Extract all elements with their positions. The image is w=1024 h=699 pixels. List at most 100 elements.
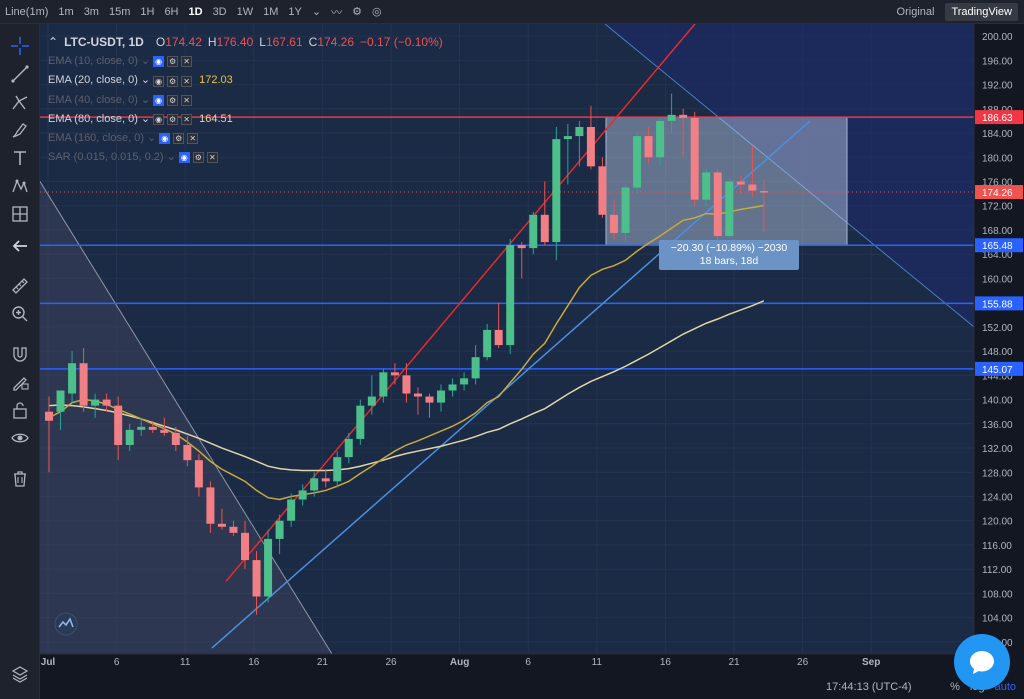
- tradingview-logo-mark: [58, 617, 74, 628]
- chat-button[interactable]: [954, 634, 1010, 690]
- price-tick-label: 144.00: [982, 371, 1013, 382]
- eye-toggle-icon[interactable]: ◉: [178, 152, 190, 164]
- candle-body: [148, 426, 157, 430]
- chart-legend: ⌃ LTC-USDT, 1D O174.42 H176.40 L167.61 C…: [48, 33, 443, 167]
- indicator-row[interactable]: EMA (10, close, 0) ⌄ ◉ ⚙ ✕: [48, 52, 443, 71]
- candle-body: [241, 532, 250, 561]
- ruler-icon[interactable]: [8, 274, 32, 298]
- eye-toggle-icon[interactable]: ◉: [159, 133, 171, 145]
- price-tick-label: 116.00: [982, 541, 1012, 552]
- interval-1y[interactable]: 1Y: [288, 5, 302, 18]
- price-tick-label: 168.00: [982, 226, 1013, 237]
- zoom-icon[interactable]: [8, 302, 32, 326]
- chat-bubble-icon: [970, 651, 994, 674]
- original-button[interactable]: Original: [896, 5, 935, 18]
- eye-toggle-icon[interactable]: ◉: [153, 56, 165, 68]
- interval-3m[interactable]: 3m: [83, 5, 99, 18]
- price-label-text: 145.07: [982, 365, 1013, 376]
- candle-body: [563, 136, 572, 140]
- crosshair-icon[interactable]: [8, 34, 32, 58]
- chevron-down-icon[interactable]: ⌄: [311, 6, 322, 18]
- trendline-icon[interactable]: [8, 62, 32, 86]
- candle-body: [183, 445, 192, 461]
- topbar-right: Original TradingView: [892, 0, 1024, 23]
- price-tick-label: 108.00: [982, 589, 1013, 600]
- indicator-row[interactable]: EMA (160, close, 0) ⌄ ◉ ⚙ ✕: [48, 129, 443, 148]
- settings-gear-icon[interactable]: ⚙: [352, 6, 362, 18]
- date-tick-label: 11: [592, 657, 603, 668]
- brush-icon[interactable]: [8, 118, 32, 142]
- magnet-icon[interactable]: [8, 342, 32, 366]
- settings-icon[interactable]: ⚙: [167, 94, 179, 106]
- lock-drawing-icon[interactable]: [8, 370, 32, 394]
- collapse-chevron-icon[interactable]: ⌃: [48, 35, 59, 49]
- settings-icon[interactable]: ⚙: [173, 133, 185, 145]
- candle-body: [471, 357, 480, 379]
- chevron-down-icon[interactable]: ⌄: [140, 55, 151, 68]
- back-arrow-icon[interactable]: [8, 234, 32, 258]
- remove-icon[interactable]: ✕: [181, 75, 193, 87]
- price-tick-label: 132.00: [982, 444, 1013, 455]
- chevron-down-icon[interactable]: ⌄: [140, 93, 151, 106]
- candle-body: [275, 520, 284, 539]
- candle-body: [171, 432, 180, 446]
- remove-icon[interactable]: ✕: [181, 113, 193, 125]
- candle-body: [125, 429, 134, 446]
- chevron-down-icon[interactable]: ⌄: [140, 74, 151, 87]
- indicator-row[interactable]: EMA (80, close, 0) ⌄ ◉ ⚙ ✕ 164.51: [48, 110, 443, 129]
- settings-icon[interactable]: ⚙: [167, 113, 179, 125]
- candle-body: [68, 363, 77, 394]
- interval-1w[interactable]: 1W: [236, 5, 254, 18]
- indicator-row[interactable]: EMA (20, close, 0) ⌄ ◉ ⚙ ✕ 172.03: [48, 71, 443, 90]
- remove-icon[interactable]: ✕: [187, 133, 199, 145]
- tradingview-button[interactable]: TradingView: [945, 2, 1018, 21]
- settings-icon[interactable]: ⚙: [167, 75, 179, 87]
- interval-1h[interactable]: 1H: [140, 5, 155, 18]
- remove-icon[interactable]: ✕: [181, 94, 193, 106]
- indicator-row[interactable]: SAR (0.015, 0.015, 0.2) ⌄ ◉ ⚙ ✕: [48, 148, 443, 167]
- percent-scale-button[interactable]: %: [950, 681, 960, 693]
- indicator-row[interactable]: EMA (40, close, 0) ⌄ ◉ ⚙ ✕: [48, 91, 443, 110]
- candle-body: [194, 460, 203, 488]
- settings-icon[interactable]: ⚙: [167, 56, 179, 68]
- candle-body: [264, 538, 273, 597]
- trash-icon[interactable]: [8, 466, 32, 490]
- chart-canvas[interactable]: 100.00104.00108.00112.00116.00120.00124.…: [40, 24, 1024, 699]
- fan-line-right: [604, 24, 975, 328]
- eye-icon[interactable]: [8, 426, 32, 450]
- lock-icon[interactable]: [8, 398, 32, 422]
- auto-scale-button[interactable]: auto: [994, 681, 1016, 693]
- interval-line-1m[interactable]: Line(1m): [5, 5, 49, 18]
- price-tick-label: 192.00: [982, 81, 1013, 92]
- candle-body: [333, 457, 342, 482]
- settings-icon[interactable]: ⚙: [192, 152, 204, 164]
- date-tick-label: 26: [385, 657, 397, 668]
- interval-1d[interactable]: 1D: [188, 5, 203, 18]
- pattern-icon[interactable]: [8, 174, 32, 198]
- price-tick-label: 124.00: [982, 493, 1013, 504]
- eye-toggle-icon[interactable]: ◉: [153, 75, 165, 87]
- screenshot-icon[interactable]: ◎: [371, 6, 382, 18]
- layers-icon[interactable]: [8, 662, 32, 686]
- chart-style-icon[interactable]: 〰: [331, 6, 343, 19]
- prediction-icon[interactable]: [8, 202, 32, 226]
- candle-body: [321, 478, 330, 482]
- text-icon[interactable]: [8, 146, 32, 170]
- price-chart[interactable]: 100.00104.00108.00112.00116.00120.00124.…: [40, 24, 1024, 699]
- interval-15m[interactable]: 15m: [108, 5, 131, 18]
- remove-icon[interactable]: ✕: [206, 152, 218, 164]
- chevron-down-icon[interactable]: ⌄: [140, 112, 151, 125]
- eye-toggle-icon[interactable]: ◉: [153, 113, 165, 125]
- price-tick-label: 196.00: [982, 56, 1013, 67]
- indicator-name: EMA (20, close, 0): [48, 74, 138, 87]
- chevron-down-icon[interactable]: ⌄: [147, 132, 157, 145]
- pitchfork-icon[interactable]: [8, 90, 32, 114]
- interval-3d[interactable]: 3D: [212, 5, 227, 18]
- date-tick-label: 21: [728, 657, 740, 668]
- remove-icon[interactable]: ✕: [181, 56, 193, 68]
- interval-1m[interactable]: 1m: [58, 5, 74, 18]
- interval-1m[interactable]: 1M: [263, 5, 279, 18]
- chevron-down-icon[interactable]: ⌄: [166, 151, 176, 164]
- eye-toggle-icon[interactable]: ◉: [153, 94, 165, 106]
- interval-6h[interactable]: 6H: [164, 5, 179, 18]
